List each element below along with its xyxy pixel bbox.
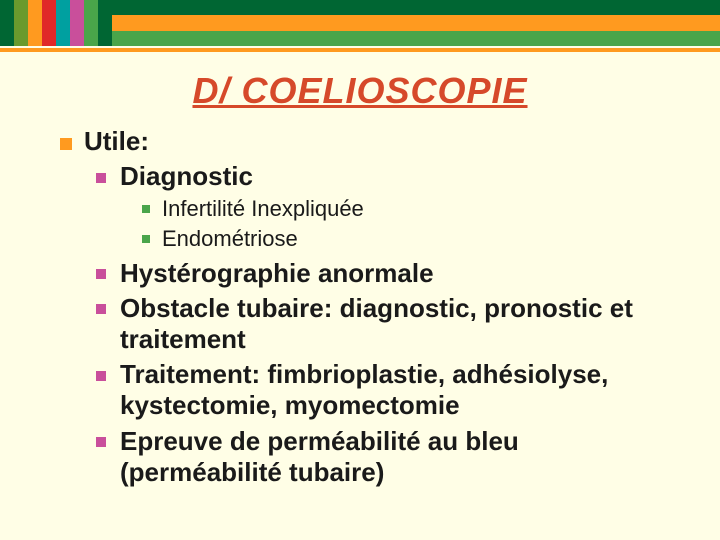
accent-seg bbox=[56, 0, 70, 46]
list-item: Diagnostic Infertilité Inexpliquée bbox=[96, 161, 680, 254]
list-item: Hystérographie anormale bbox=[96, 258, 680, 289]
slide-title: D/ COELIOSCOPIE bbox=[0, 70, 720, 112]
top-accent-bar bbox=[0, 0, 720, 46]
bullet-list-lvl2: Diagnostic Infertilité Inexpliquée bbox=[96, 161, 680, 488]
list-item-text: Endométriose bbox=[162, 226, 298, 251]
slide-content: Utile: Diagnostic Infertilité Inex bbox=[0, 126, 720, 488]
square-bullet-icon bbox=[142, 235, 150, 243]
list-item-label: Epreuve de perméabilité au bleu (perméab… bbox=[96, 426, 680, 488]
list-item-label: Traitement: fimbrioplastie, adhésiolyse,… bbox=[96, 359, 680, 421]
list-item-text: Obstacle tubaire: diagnostic, pronostic … bbox=[120, 293, 633, 354]
list-item-label: Diagnostic bbox=[96, 161, 680, 192]
top-accent-segments bbox=[0, 0, 112, 46]
slide: D/ COELIOSCOPIE Utile: Diagnostic bbox=[0, 0, 720, 540]
accent-band bbox=[112, 0, 720, 15]
list-item-text: Utile: bbox=[84, 126, 149, 156]
list-item-label: Hystérographie anormale bbox=[96, 258, 680, 289]
accent-seg bbox=[28, 0, 42, 46]
square-bullet-icon bbox=[96, 371, 106, 381]
square-bullet-icon bbox=[96, 173, 106, 183]
accent-seg bbox=[42, 0, 56, 46]
list-item-label: Utile: bbox=[60, 126, 680, 157]
top-underline bbox=[0, 48, 720, 52]
list-item-label: Endométriose bbox=[142, 224, 680, 254]
square-bullet-icon bbox=[96, 437, 106, 447]
top-accent-bands bbox=[112, 0, 720, 46]
list-item: Endométriose bbox=[142, 224, 680, 254]
list-item: Traitement: fimbrioplastie, adhésiolyse,… bbox=[96, 359, 680, 421]
list-item-text: Epreuve de perméabilité au bleu (perméab… bbox=[120, 426, 519, 487]
bullet-list-lvl3: Infertilité Inexpliquée Endométriose bbox=[142, 194, 680, 253]
accent-band bbox=[112, 15, 720, 30]
square-bullet-icon bbox=[96, 269, 106, 279]
list-item: Obstacle tubaire: diagnostic, pronostic … bbox=[96, 293, 680, 355]
accent-seg bbox=[84, 0, 98, 46]
accent-seg bbox=[14, 0, 28, 46]
square-bullet-icon bbox=[60, 138, 72, 150]
accent-seg bbox=[98, 0, 112, 46]
accent-band bbox=[112, 31, 720, 46]
list-item-text: Diagnostic bbox=[120, 161, 253, 191]
list-item-label: Infertilité Inexpliquée bbox=[142, 194, 680, 224]
square-bullet-icon bbox=[142, 205, 150, 213]
list-item-label: Obstacle tubaire: diagnostic, pronostic … bbox=[96, 293, 680, 355]
list-item-text: Traitement: fimbrioplastie, adhésiolyse,… bbox=[120, 359, 608, 420]
accent-seg bbox=[0, 0, 14, 46]
list-item: Infertilité Inexpliquée bbox=[142, 194, 680, 224]
list-item-text: Infertilité Inexpliquée bbox=[162, 196, 364, 221]
bullet-list-lvl1: Utile: Diagnostic Infertilité Inex bbox=[60, 126, 680, 488]
list-item: Epreuve de perméabilité au bleu (perméab… bbox=[96, 426, 680, 488]
list-item-text: Hystérographie anormale bbox=[120, 258, 434, 288]
square-bullet-icon bbox=[96, 304, 106, 314]
accent-seg bbox=[70, 0, 84, 46]
list-item: Utile: Diagnostic Infertilité Inex bbox=[60, 126, 680, 488]
